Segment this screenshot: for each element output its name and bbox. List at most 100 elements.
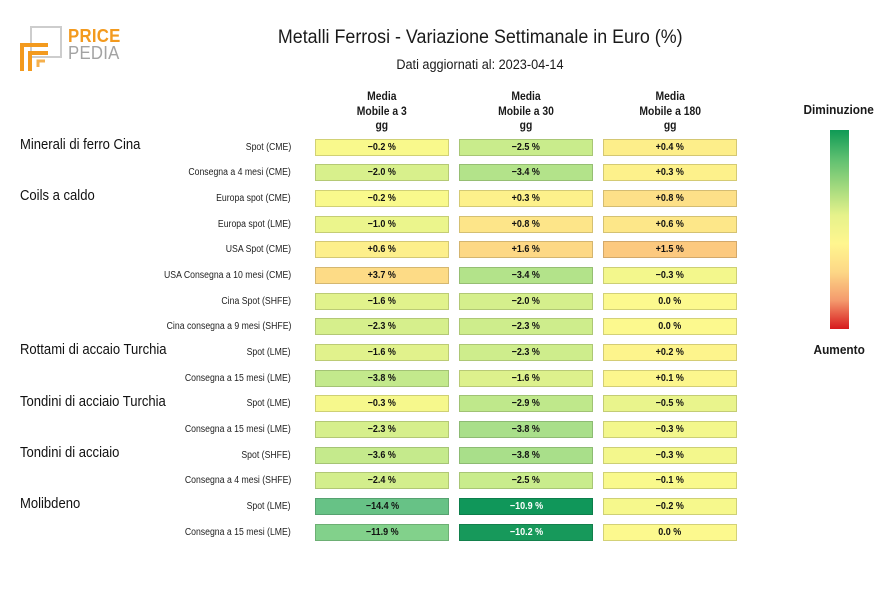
cell-value: +0.4 % xyxy=(655,141,685,153)
cell-value: −3.4 % xyxy=(511,167,541,179)
row-label-text: Spot (CME) xyxy=(245,141,291,153)
group-label: Coils a caldo xyxy=(20,187,103,205)
row-label: Consegna a 15 mesi (LME) xyxy=(91,524,291,541)
cell-value: +0.6 % xyxy=(367,244,397,256)
heatmap-cell: −2.5 % xyxy=(459,472,593,490)
row-label-text: Consegna a 15 mesi (LME) xyxy=(185,423,291,435)
row-label: Cina Spot (SHFE) xyxy=(91,293,291,310)
cell-value: +0.2 % xyxy=(655,346,685,358)
row-label-text: Consegna a 15 mesi (LME) xyxy=(185,526,291,538)
chart-subtitle-text: Dati aggiornati al: 2023-04-14 xyxy=(396,57,564,72)
cell-value: −3.8 % xyxy=(511,423,541,435)
heatmap-cell: −10.2 % xyxy=(459,523,593,541)
cell-value: −1.6 % xyxy=(367,295,397,307)
heatmap-cell: 0.0 % xyxy=(603,318,737,336)
heatmap-cell: −2.0 % xyxy=(459,292,593,310)
column-header: Media Mobile a 180 gg xyxy=(603,90,737,134)
logo-wordmark-price: PRICE xyxy=(68,26,121,46)
row-label: Spot (LME) xyxy=(91,344,291,361)
cell-value: −2.5 % xyxy=(511,141,541,153)
row-label: USA Spot (CME) xyxy=(91,241,291,258)
column-header-text: Media Mobile a 180 gg xyxy=(639,91,701,132)
column-header-text: Media Mobile a 3 gg xyxy=(356,91,408,132)
cell-value: −0.3 % xyxy=(655,449,685,461)
cell-value: −2.3 % xyxy=(511,321,541,333)
cell-value: +1.6 % xyxy=(511,244,541,256)
cell-value: +1.5 % xyxy=(655,244,685,256)
group-label-text: Molibdeno xyxy=(20,496,81,513)
heatmap-cell: −3.4 % xyxy=(459,164,593,182)
row-label: Consegna a 4 mesi (CME) xyxy=(91,164,291,181)
heatmap-cell: +1.6 % xyxy=(459,241,593,259)
group-label-text: Minerali di ferro Cina xyxy=(20,137,141,153)
column-header: Media Mobile a 3 gg xyxy=(315,90,449,134)
heatmap-cell: −3.6 % xyxy=(315,446,449,464)
group-label-text: Rottami di accaio Turchia xyxy=(20,342,167,359)
heatmap-cell: +0.1 % xyxy=(603,369,737,387)
legend-top-label: Diminuzione xyxy=(799,101,879,118)
chart-title-text: Metalli Ferrosi - Variazione Settimanale… xyxy=(277,27,683,48)
row-label-text: Europa spot (CME) xyxy=(216,192,291,204)
heatmap-cell: −3.8 % xyxy=(459,420,593,438)
cell-value: +3.7 % xyxy=(367,269,397,281)
row-label: Spot (CME) xyxy=(91,139,291,156)
row-label-text: Spot (LME) xyxy=(246,500,291,512)
cell-value: −2.0 % xyxy=(511,295,541,307)
row-label-text: Spot (SHFE) xyxy=(241,449,291,461)
heatmap-cell: 0.0 % xyxy=(603,523,737,541)
heatmap-cell: +0.6 % xyxy=(315,241,449,259)
cell-value: −2.3 % xyxy=(511,346,541,358)
cell-value: −10.2 % xyxy=(509,526,543,538)
heatmap-cell: −0.2 % xyxy=(603,497,737,515)
row-label-text: Cina Spot (SHFE) xyxy=(221,295,291,307)
heatmap-cell: −0.3 % xyxy=(603,420,737,438)
heatmap-cell: −0.2 % xyxy=(315,189,449,207)
cell-value: −14.4 % xyxy=(365,500,399,512)
group-label: Rottami di accaio Turchia xyxy=(20,341,183,359)
cell-value: −3.8 % xyxy=(511,449,541,461)
heatmap-cell: 0.0 % xyxy=(603,292,737,310)
logo-wordmark-pedia: PEDIA xyxy=(68,43,120,63)
cell-value: −0.2 % xyxy=(655,500,685,512)
heatmap-cell: −3.8 % xyxy=(459,446,593,464)
column-header: Media Mobile a 30 gg xyxy=(459,90,593,134)
cell-value: −0.2 % xyxy=(367,192,397,204)
row-label: Consegna a 4 mesi (SHFE) xyxy=(91,472,291,489)
heatmap-cell: −0.5 % xyxy=(603,395,737,413)
heatmap-cell: −2.3 % xyxy=(459,343,593,361)
heatmap-cell: −10.9 % xyxy=(459,497,593,515)
heatmap-cell: +0.6 % xyxy=(603,215,737,233)
heatmap-cell: −2.0 % xyxy=(315,164,449,182)
group-label-text: Tondini di acciaio xyxy=(20,445,120,461)
legend-bottom-label: Aumento xyxy=(799,341,879,358)
cell-value: −2.5 % xyxy=(511,475,541,487)
cell-value: −11.9 % xyxy=(365,526,399,538)
row-label: Consegna a 15 mesi (LME) xyxy=(91,421,291,438)
group-label: Tondini di acciaio Turchia xyxy=(20,393,182,411)
row-label-text: USA Spot (CME) xyxy=(225,244,291,256)
heatmap-cell: −2.3 % xyxy=(315,318,449,336)
row-label: Europa spot (LME) xyxy=(91,216,291,233)
heatmap-cell: −2.4 % xyxy=(315,472,449,490)
row-label: USA Consegna a 10 mesi (CME) xyxy=(91,267,291,284)
cell-value: −2.3 % xyxy=(367,423,397,435)
row-label-text: Spot (LME) xyxy=(246,398,291,410)
row-label-text: Spot (LME) xyxy=(246,346,291,358)
row-label-text: Consegna a 15 mesi (LME) xyxy=(185,372,291,384)
row-label-text: USA Consegna a 10 mesi (CME) xyxy=(163,269,291,281)
row-label: Spot (SHFE) xyxy=(91,447,291,464)
cell-value: −2.3 % xyxy=(367,321,397,333)
heatmap-cell: −0.3 % xyxy=(315,395,449,413)
row-label-text: Consegna a 4 mesi (CME) xyxy=(188,167,291,179)
heatmap-cell: +0.3 % xyxy=(459,189,593,207)
cell-value: −2.4 % xyxy=(367,475,397,487)
row-label-text: Consegna a 4 mesi (SHFE) xyxy=(184,475,291,487)
cell-value: −1.6 % xyxy=(511,372,541,384)
group-label: Molibdeno xyxy=(20,495,87,513)
heatmap-cell: −2.9 % xyxy=(459,395,593,413)
cell-value: −0.2 % xyxy=(367,141,397,153)
cell-value: +0.6 % xyxy=(655,218,685,230)
row-label: Spot (LME) xyxy=(91,498,291,515)
cell-value: −10.9 % xyxy=(509,500,543,512)
row-label: Spot (LME) xyxy=(91,395,291,412)
